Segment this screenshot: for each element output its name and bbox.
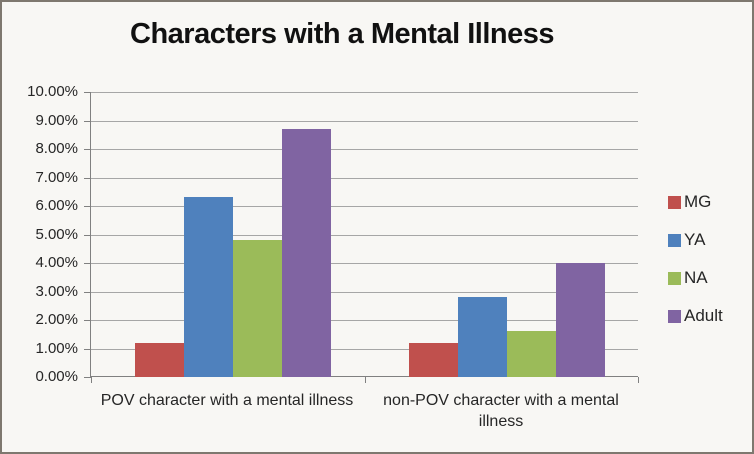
y-axis-tick-label: 6.00% <box>35 197 78 214</box>
plot-area <box>84 92 639 383</box>
legend-item-mg: MG <box>668 192 711 212</box>
y-axis-tick <box>84 120 91 122</box>
gridline-3pct <box>91 291 638 293</box>
bar-na-category-2 <box>507 331 556 377</box>
y-axis-tick <box>84 234 91 236</box>
bar-ya-category-1 <box>184 197 233 377</box>
legend-swatch-mg <box>668 195 681 209</box>
bar-na-category-1 <box>233 240 282 377</box>
y-axis-tick-label: 0.00% <box>35 368 78 385</box>
gridline-7pct <box>91 177 638 179</box>
y-axis-tick <box>84 92 91 93</box>
y-axis-labels: 10.00% 9.00% 8.00% 7.00% 6.00% 5.00% 4.00% 3.00… <box>2 84 82 385</box>
legend-item-ya: YA <box>668 230 705 250</box>
y-axis-tick <box>84 263 91 264</box>
legend-label-adult: Adult <box>684 306 723 325</box>
legend-label-ya: YA <box>684 230 706 249</box>
gridline-10pct <box>91 92 638 93</box>
bar-adult-category-2 <box>556 263 605 377</box>
legend-swatch-adult <box>668 309 681 323</box>
category-label-2: non-POV character with a mental illness <box>383 392 619 430</box>
x-axis-tick <box>91 377 92 383</box>
y-axis-tick <box>84 206 91 207</box>
y-axis-tick-label: 4.00% <box>35 254 78 271</box>
chart-title: Characters with a Mental Illness <box>130 18 554 50</box>
gridline-9pct <box>91 120 638 122</box>
x-axis-tick <box>365 377 366 383</box>
y-axis-tick <box>84 377 91 378</box>
y-axis-tick <box>84 348 91 350</box>
legend-item-na: NA <box>668 268 708 288</box>
y-axis-tick <box>84 149 91 150</box>
bar-adult-category-1 <box>282 129 331 377</box>
category-label-1: POV character with a mental illness <box>100 392 354 409</box>
y-axis-tick <box>84 320 91 321</box>
legend-label-mg: MG <box>684 192 712 211</box>
y-axis-tick <box>84 177 91 179</box>
gridline-2pct <box>91 320 638 321</box>
y-axis-tick-label: 7.00% <box>35 168 78 186</box>
y-axis-tick-label: 3.00% <box>35 282 78 300</box>
legend-item-adult: Adult <box>668 306 723 326</box>
bar-ya-category-2 <box>458 297 507 377</box>
gridline-8pct <box>91 149 638 150</box>
gridline-5pct <box>91 234 638 236</box>
gridline-6pct <box>91 206 638 207</box>
y-axis-tick-label: 1.00% <box>35 339 78 357</box>
y-axis-tick-label: 2.00% <box>35 311 78 328</box>
legend-swatch-ya <box>668 233 681 247</box>
x-axis-tick <box>638 377 639 383</box>
y-axis-tick-label: 10.00% <box>27 83 78 100</box>
gridline-4pct <box>91 263 638 264</box>
y-axis-tick-label: 9.00% <box>35 111 78 129</box>
bar-mg-category-1 <box>135 342 184 377</box>
y-axis-tick <box>84 291 91 293</box>
y-axis-tick-label: 8.00% <box>35 140 78 157</box>
gridline-1pct <box>91 348 638 350</box>
legend-label-na: NA <box>684 268 708 287</box>
legend-swatch-na <box>668 271 681 285</box>
bar-mg-category-2 <box>409 342 458 377</box>
y-axis-tick-label: 5.00% <box>35 225 78 243</box>
